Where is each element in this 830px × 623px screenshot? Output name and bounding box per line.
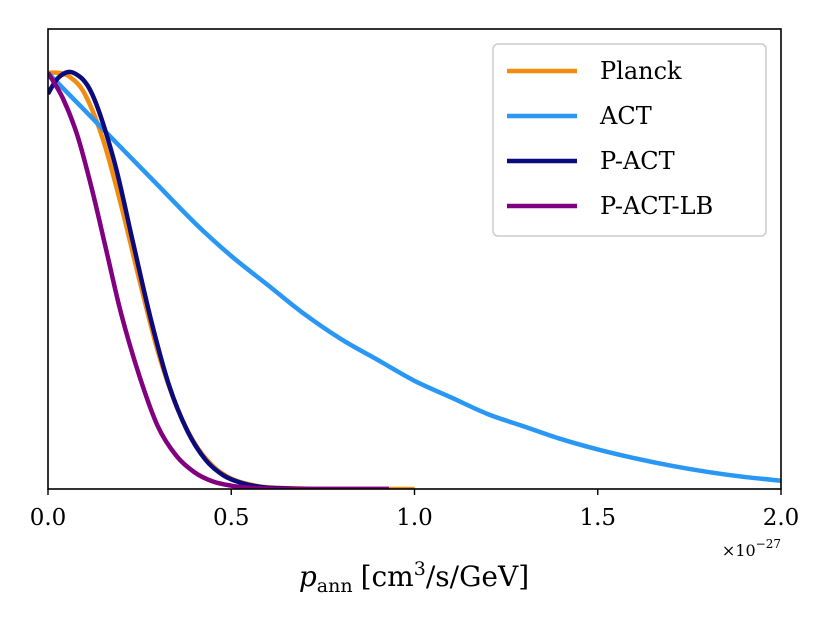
x-tick-label: 2.0 xyxy=(763,505,800,531)
x-axis-label-sub: ann xyxy=(317,575,353,597)
legend: Planck ACT P-ACT P-ACT-LB xyxy=(492,43,767,237)
series-line-act xyxy=(48,71,781,483)
x-axis-label-unit-pre: [cm xyxy=(361,560,414,593)
x-offset-exponent: −27 xyxy=(756,537,781,551)
x-ticks: 0.0 0.5 1.0 1.5 2.0 xyxy=(30,489,800,531)
legend-label-act: ACT xyxy=(599,102,652,130)
legend-label-p-act-lb: P-ACT-LB xyxy=(600,192,713,220)
x-axis-label-var: p xyxy=(299,560,317,593)
legend-entries: Planck ACT P-ACT P-ACT-LB xyxy=(507,57,713,220)
x-tick-label: 1.0 xyxy=(396,505,433,531)
x-offset-label: ×10−27 xyxy=(722,537,781,560)
x-tick-label: 0.5 xyxy=(213,505,250,531)
x-tick-label: 1.5 xyxy=(579,505,616,531)
x-axis-label-unit-post: /s/GeV] xyxy=(426,560,529,593)
x-axis-label: pann [cm3/s/GeV] xyxy=(299,558,529,597)
x-tick-label: 0.0 xyxy=(30,505,67,531)
legend-label-planck: Planck xyxy=(600,57,682,85)
legend-label-p-act: P-ACT xyxy=(600,147,675,175)
legend-box xyxy=(492,43,767,237)
x-axis-label-unit-sup: 3 xyxy=(414,558,426,580)
